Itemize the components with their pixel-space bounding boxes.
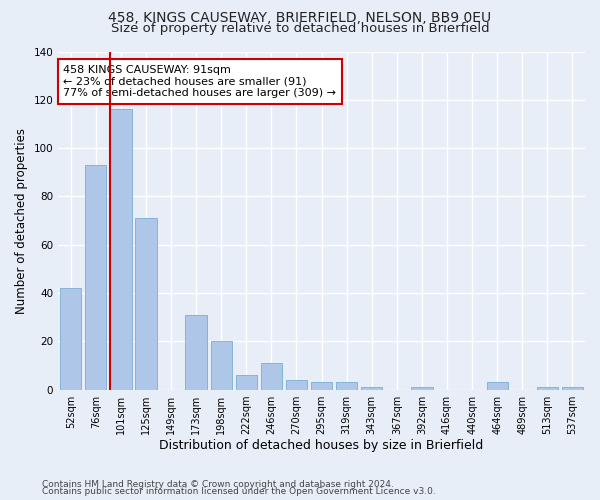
Bar xyxy=(361,387,382,390)
Y-axis label: Number of detached properties: Number of detached properties xyxy=(15,128,28,314)
Text: 458, KINGS CAUSEWAY, BRIERFIELD, NELSON, BB9 0EU: 458, KINGS CAUSEWAY, BRIERFIELD, NELSON,… xyxy=(109,11,491,25)
Bar xyxy=(236,375,257,390)
Bar xyxy=(60,288,82,390)
Bar xyxy=(537,387,558,390)
Bar xyxy=(311,382,332,390)
Bar xyxy=(286,380,307,390)
Text: 458 KINGS CAUSEWAY: 91sqm
← 23% of detached houses are smaller (91)
77% of semi-: 458 KINGS CAUSEWAY: 91sqm ← 23% of detac… xyxy=(64,65,337,98)
Text: Contains HM Land Registry data © Crown copyright and database right 2024.: Contains HM Land Registry data © Crown c… xyxy=(42,480,394,489)
Bar xyxy=(136,218,157,390)
Bar xyxy=(185,314,207,390)
Bar xyxy=(487,382,508,390)
Bar xyxy=(562,387,583,390)
Bar xyxy=(110,110,131,390)
Bar xyxy=(211,342,232,390)
X-axis label: Distribution of detached houses by size in Brierfield: Distribution of detached houses by size … xyxy=(160,440,484,452)
Bar xyxy=(336,382,358,390)
Bar xyxy=(411,387,433,390)
Text: Size of property relative to detached houses in Brierfield: Size of property relative to detached ho… xyxy=(110,22,490,35)
Bar xyxy=(85,165,106,390)
Bar xyxy=(261,363,282,390)
Text: Contains public sector information licensed under the Open Government Licence v3: Contains public sector information licen… xyxy=(42,487,436,496)
